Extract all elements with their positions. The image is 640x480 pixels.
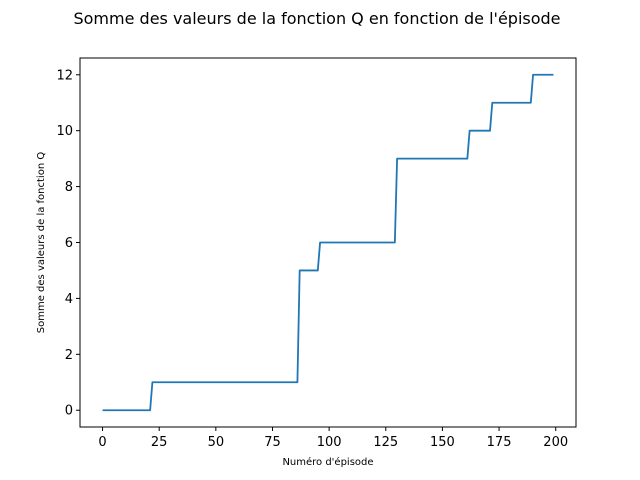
y-tick-label: 8 — [65, 180, 73, 195]
x-tick-label: 125 — [373, 435, 398, 450]
y-tick-label: 12 — [56, 68, 73, 83]
x-tick-label: 100 — [317, 435, 342, 450]
chart-title: Somme des valeurs de la fonction Q en fo… — [73, 9, 560, 28]
plot-series — [102, 73, 554, 412]
y-tick-label: 0 — [65, 404, 73, 419]
y-tick-label: 2 — [65, 348, 73, 363]
x-tick-label: 0 — [98, 435, 106, 450]
x-tick-label: 200 — [543, 435, 568, 450]
x-tick-label: 175 — [487, 435, 512, 450]
x-axis: 0 25 50 75 100 125 150 175 200 — [98, 427, 568, 450]
x-axis-label: Numéro d'épisode — [282, 456, 373, 468]
y-axis-label: Somme des valeurs de la fonction Q — [36, 152, 47, 334]
x-tick-label: 50 — [208, 435, 225, 450]
series-line — [102, 73, 554, 412]
y-axis: 0 2 4 6 8 10 12 — [56, 68, 80, 419]
y-tick-label: 6 — [65, 236, 73, 251]
x-tick-label: 150 — [430, 435, 455, 450]
x-tick-label: 75 — [264, 435, 281, 450]
plot-frame — [79, 57, 577, 428]
y-tick-label: 4 — [65, 292, 73, 307]
y-tick-label: 10 — [56, 124, 73, 139]
x-tick-label: 25 — [151, 435, 168, 450]
